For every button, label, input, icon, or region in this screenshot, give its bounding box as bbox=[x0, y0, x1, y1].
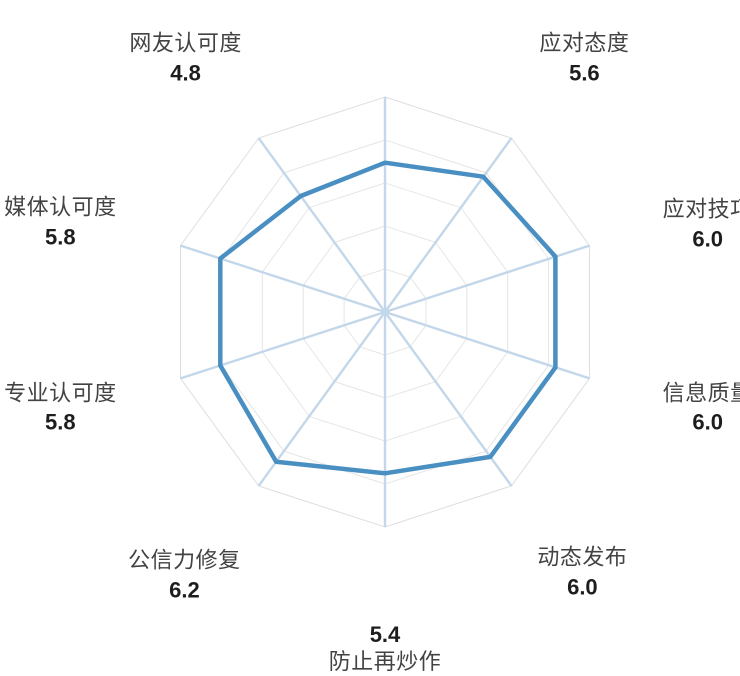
axis-value-text-7: 5.8 bbox=[45, 410, 76, 436]
radar-chart-svg bbox=[180, 96, 590, 528]
axis-label-text-1: 应对态度 bbox=[539, 31, 630, 57]
axis-spoke bbox=[180, 244, 386, 314]
axis-label-6: 公信力修复 6.2 bbox=[128, 549, 241, 604]
axis-label-2: 应对技巧 6.0 bbox=[663, 198, 740, 253]
axis-value-text-9: 4.8 bbox=[170, 60, 201, 86]
axis-label-1: 应对态度 5.6 bbox=[539, 32, 629, 87]
axis-spoke bbox=[384, 244, 590, 314]
axis-label-4: 动态发布 6.0 bbox=[537, 545, 627, 600]
axis-label-text-4: 动态发布 bbox=[537, 545, 628, 571]
axis-label-text-5: 防止再炒作 bbox=[328, 650, 442, 675]
axis-label-text-2: 应对技巧 bbox=[662, 198, 740, 223]
axis-label-3: 信息质量 6.0 bbox=[663, 381, 740, 436]
axis-label-text-6: 公信力修复 bbox=[128, 548, 241, 574]
axis-value-text-1: 5.6 bbox=[569, 60, 600, 86]
axis-label-0: 应对速度 5.0 bbox=[340, 0, 430, 4]
axis-label-7: 专业认可度 5.8 bbox=[4, 381, 117, 436]
axis-label-text-9: 网友认可度 bbox=[129, 31, 242, 57]
axis-label-text-8: 媒体认可度 bbox=[4, 196, 117, 221]
axis-label-8: 媒体认可度 5.8 bbox=[4, 196, 117, 251]
axis-value-text-2: 6.0 bbox=[692, 226, 723, 252]
axis-spoke bbox=[257, 137, 386, 313]
series-polygon bbox=[218, 160, 558, 476]
axis-spoke bbox=[257, 311, 386, 487]
axis-value-text-5: 5.4 bbox=[369, 622, 401, 648]
axis-label-9: 网友认可度 4.8 bbox=[129, 32, 242, 87]
axis-spoke bbox=[384, 311, 513, 487]
radar-chart: 应对速度 5.0 应对态度 5.6 应对技巧 6.0 信息质量 6.0 动态发布… bbox=[4, 0, 740, 675]
axis-spoke bbox=[180, 310, 386, 380]
axis-spoke bbox=[384, 310, 590, 380]
axis-value-text-0: 5.0 bbox=[340, 0, 430, 4]
axis-value-text-3: 6.0 bbox=[692, 410, 723, 436]
axis-label-text-7: 专业认可度 bbox=[4, 381, 117, 407]
axis-value-text-4: 6.0 bbox=[567, 574, 598, 600]
axis-label-5: 5.4 防止再炒作 bbox=[329, 622, 442, 676]
axis-value-text-6: 6.2 bbox=[169, 577, 200, 603]
axis-spoke bbox=[384, 137, 513, 313]
axis-value-text-8: 5.8 bbox=[45, 224, 76, 250]
axis-label-text-3: 信息质量 bbox=[662, 381, 740, 407]
